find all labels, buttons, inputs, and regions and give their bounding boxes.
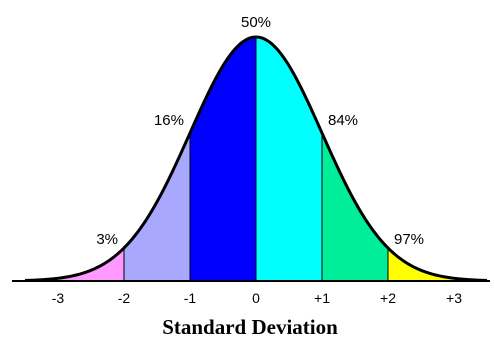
pct-label: 50%: [241, 14, 271, 31]
tick-label: +2: [380, 290, 396, 306]
x-axis-title: Standard Deviation: [162, 315, 338, 339]
pct-label: 97%: [394, 231, 424, 248]
sd-divider-lines: [123, 37, 389, 281]
region-4: [256, 37, 322, 281]
cumulative-percent-labels: 3% 16% 50% 84% 97%: [96, 14, 424, 248]
bell-curve-outline: [24, 35, 488, 282]
tick-label: -2: [118, 290, 131, 306]
tick-label: +3: [446, 290, 462, 306]
region-1: [25, 247, 124, 281]
tick-label: -1: [184, 290, 197, 306]
region-3: [190, 37, 256, 281]
pct-label: 16%: [154, 112, 184, 129]
region-6: [388, 247, 487, 281]
tick-label: +1: [314, 290, 330, 306]
x-tick-labels: -3 -2 -1 0 +1 +2 +3: [52, 290, 462, 306]
tick-label: 0: [252, 290, 260, 306]
tick-label: -3: [52, 290, 65, 306]
pct-label: 84%: [328, 112, 358, 129]
pct-label: 3%: [96, 231, 118, 248]
